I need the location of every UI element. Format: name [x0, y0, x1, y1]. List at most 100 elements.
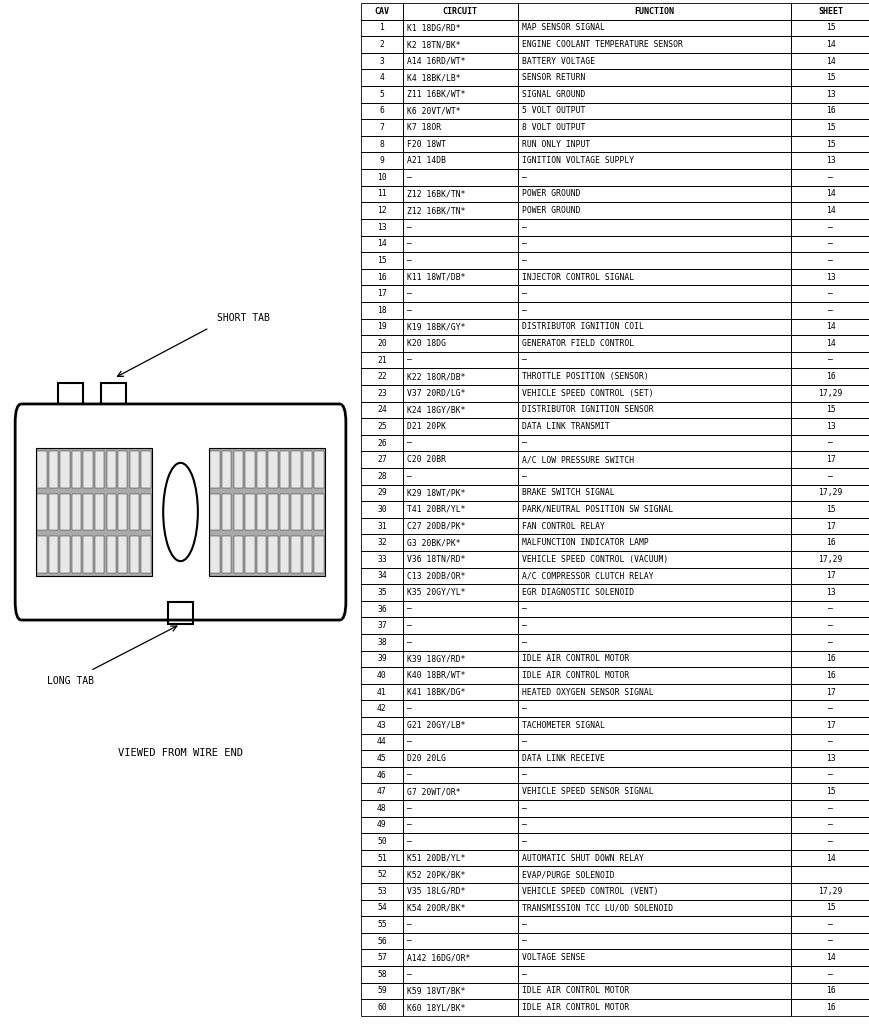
Bar [790, 535, 869, 551]
Bar [790, 834, 869, 850]
Text: 6: 6 [379, 106, 384, 116]
Bar [517, 286, 790, 302]
Text: THROTTLE POSITION (SENSOR): THROTTLE POSITION (SENSOR) [521, 372, 648, 381]
Text: —: — [827, 820, 832, 829]
Bar [402, 866, 517, 883]
Bar [402, 53, 517, 70]
Bar [361, 136, 402, 153]
Text: EVAP/PURGE SOLENOID: EVAP/PURGE SOLENOID [521, 870, 614, 880]
Bar [314, 537, 323, 573]
Bar [361, 983, 402, 999]
Bar [402, 484, 517, 501]
Bar [790, 866, 869, 883]
Bar [256, 451, 266, 487]
Text: 17,29: 17,29 [818, 555, 842, 564]
Text: 24: 24 [376, 406, 387, 415]
Bar [402, 751, 517, 767]
Bar [790, 286, 869, 302]
Bar [790, 584, 869, 601]
Text: 60: 60 [376, 1002, 387, 1012]
Bar [209, 449, 325, 575]
Bar [361, 435, 402, 452]
Bar [517, 700, 790, 717]
Text: 52: 52 [376, 870, 387, 880]
Text: 15: 15 [825, 787, 834, 797]
Bar [790, 617, 869, 634]
Bar [291, 494, 301, 530]
Text: 17: 17 [825, 687, 834, 696]
Text: 37: 37 [376, 622, 387, 630]
Bar [790, 933, 869, 949]
Bar [361, 219, 402, 236]
Bar [517, 866, 790, 883]
Text: K54 20OR/BK*: K54 20OR/BK* [407, 903, 465, 912]
Text: 7: 7 [379, 123, 384, 132]
Bar [302, 451, 312, 487]
Bar [361, 800, 402, 816]
Bar [517, 369, 790, 385]
Bar [790, 119, 869, 136]
Text: 8: 8 [379, 139, 384, 148]
Text: —: — [407, 289, 411, 298]
Bar [517, 318, 790, 335]
Text: —: — [827, 604, 832, 613]
Text: 47: 47 [376, 787, 387, 797]
Text: —: — [407, 737, 411, 746]
Bar [402, 136, 517, 153]
Text: K60 18YL/BK*: K60 18YL/BK* [407, 1002, 465, 1012]
Bar [361, 949, 402, 966]
Text: SENSOR RETURN: SENSOR RETURN [521, 74, 585, 82]
Text: SHEET: SHEET [817, 7, 842, 16]
Text: 15: 15 [825, 123, 834, 132]
Bar [361, 53, 402, 70]
Bar [291, 451, 301, 487]
Bar [141, 494, 150, 530]
Bar [517, 19, 790, 36]
Text: 13: 13 [825, 272, 834, 282]
Text: —: — [407, 638, 411, 647]
Bar [790, 369, 869, 385]
Bar [361, 36, 402, 53]
Text: C20 20BR: C20 20BR [407, 455, 445, 464]
Bar [790, 966, 869, 983]
Bar [141, 451, 150, 487]
Bar [790, 351, 869, 369]
Text: F20 18WT: F20 18WT [407, 139, 445, 148]
Bar [790, 468, 869, 484]
Text: 17: 17 [825, 571, 834, 581]
Text: 17: 17 [825, 455, 834, 464]
Bar [361, 318, 402, 335]
Bar [517, 999, 790, 1016]
Bar [790, 717, 869, 733]
Text: 21: 21 [376, 355, 387, 365]
Bar [361, 650, 402, 668]
Text: 19: 19 [376, 323, 387, 332]
Bar [790, 452, 869, 468]
Bar [790, 501, 869, 518]
Bar [517, 452, 790, 468]
Text: —: — [521, 604, 526, 613]
Text: —: — [827, 256, 832, 265]
Text: 16: 16 [825, 1002, 834, 1012]
Text: C27 20DB/PK*: C27 20DB/PK* [407, 521, 465, 530]
Bar [517, 468, 790, 484]
Bar [280, 537, 289, 573]
Text: —: — [827, 222, 832, 231]
Bar [402, 767, 517, 783]
Text: —: — [521, 472, 526, 480]
Bar [302, 537, 312, 573]
Bar [361, 584, 402, 601]
Text: —: — [407, 622, 411, 630]
Text: IDLE AIR CONTROL MOTOR: IDLE AIR CONTROL MOTOR [521, 671, 628, 680]
Bar [790, 236, 869, 252]
Text: HEATED OXYGEN SENSOR SIGNAL: HEATED OXYGEN SENSOR SIGNAL [521, 687, 653, 696]
Bar [361, 916, 402, 933]
Bar [790, 650, 869, 668]
Bar [517, 53, 790, 70]
Text: —: — [521, 705, 526, 713]
Text: MALFUNCTION INDICATOR LAMP: MALFUNCTION INDICATOR LAMP [521, 539, 648, 547]
Text: 14: 14 [825, 953, 834, 963]
Bar [402, 883, 517, 900]
Bar [402, 203, 517, 219]
Bar [402, 650, 517, 668]
